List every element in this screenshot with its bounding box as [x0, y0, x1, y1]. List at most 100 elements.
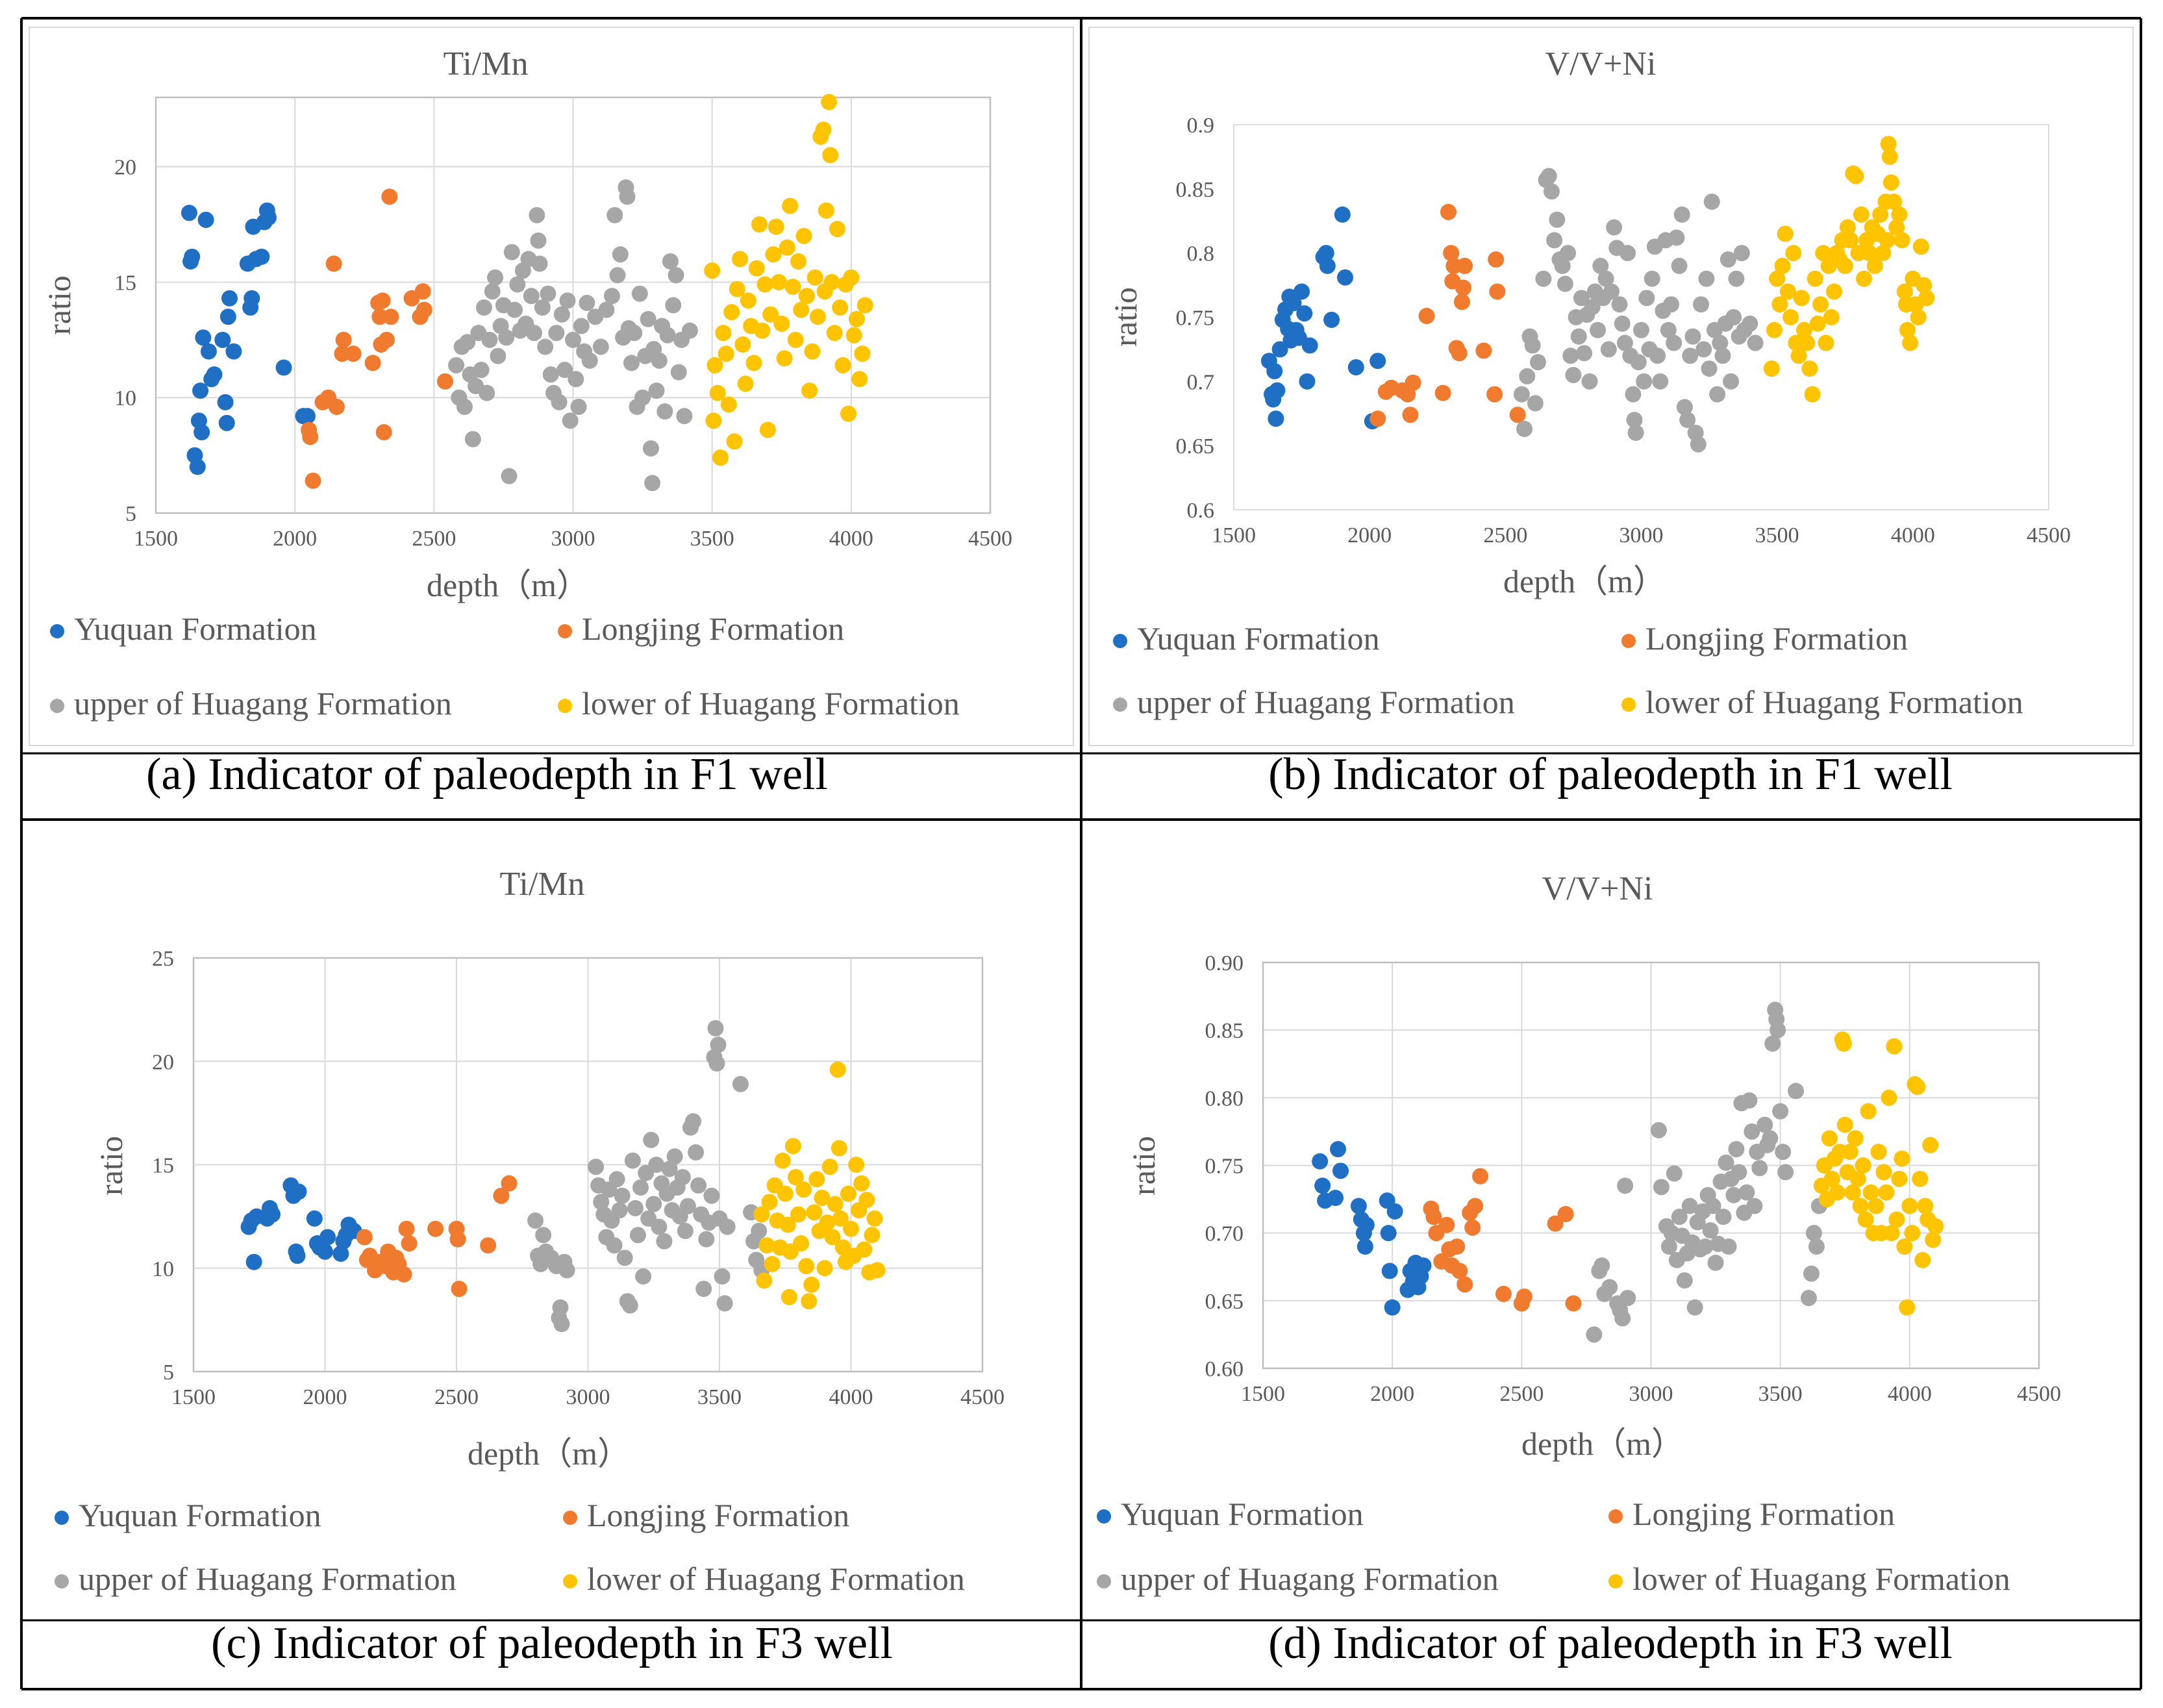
legend-marker — [1608, 1509, 1623, 1524]
data-point — [529, 207, 545, 223]
data-point — [784, 279, 801, 295]
data-point — [1804, 386, 1821, 403]
plot-area — [155, 96, 992, 514]
series-yuquan-formation — [240, 1177, 362, 1270]
data-point — [695, 1281, 712, 1298]
data-point — [1714, 347, 1731, 364]
data-point — [552, 1299, 569, 1316]
series-yuquan-formation — [181, 202, 316, 475]
x-tick-label: 1500 — [171, 1385, 216, 1409]
data-point — [829, 1061, 846, 1078]
y-axis-label: ratio — [41, 275, 77, 335]
data-point — [487, 269, 504, 286]
data-point — [1738, 1184, 1755, 1201]
x-tick-label: 2000 — [1347, 523, 1392, 547]
data-point — [534, 299, 551, 316]
data-point — [1451, 345, 1468, 362]
data-point — [688, 1144, 705, 1161]
data-point — [1584, 299, 1601, 316]
data-point — [1652, 373, 1669, 390]
legend-marker — [1097, 1509, 1111, 1524]
data-point — [464, 431, 481, 447]
data-point — [679, 1198, 696, 1214]
data-point — [1868, 1198, 1884, 1214]
data-point — [1866, 257, 1883, 274]
data-point — [588, 1159, 605, 1175]
y-tick-label: 0.6 — [1187, 499, 1215, 523]
data-point — [779, 1216, 796, 1233]
data-point — [1922, 1137, 1939, 1153]
data-point — [1546, 232, 1563, 249]
data-point — [484, 283, 501, 300]
data-point — [1899, 1299, 1916, 1316]
data-point — [573, 318, 590, 334]
data-point — [1881, 1089, 1897, 1106]
data-point — [1723, 373, 1740, 390]
data-point — [1489, 283, 1506, 300]
data-point — [1785, 245, 1802, 262]
data-point — [609, 267, 626, 284]
data-point — [1826, 283, 1843, 300]
series-upper-of-huagang-formation — [1513, 168, 1764, 453]
data-point — [1671, 257, 1688, 274]
data-point — [1323, 311, 1340, 328]
data-point — [1709, 386, 1726, 403]
data-point — [1918, 290, 1935, 307]
legend-label: Yuquan Formation — [79, 1497, 321, 1533]
data-point — [798, 1258, 815, 1275]
data-point — [858, 1192, 875, 1209]
x-axis-label: depth（m） — [468, 1435, 630, 1472]
x-tick-label: 3500 — [690, 527, 734, 551]
data-point — [325, 255, 342, 272]
data-point — [334, 345, 351, 362]
data-point — [821, 94, 838, 110]
data-point — [1369, 353, 1386, 370]
data-point — [1369, 410, 1386, 427]
data-point — [795, 227, 812, 244]
data-point — [1697, 1238, 1714, 1255]
data-point — [1901, 1198, 1918, 1214]
data-point — [770, 273, 787, 290]
data-point — [475, 299, 492, 316]
data-point — [456, 398, 473, 415]
data-point — [629, 1227, 646, 1244]
data-point — [690, 1177, 707, 1194]
data-point — [1603, 283, 1619, 300]
data-point — [1581, 373, 1598, 390]
series-lower-of-huagang-formation — [704, 94, 873, 466]
legend-label: lower of Huagang Formation — [1645, 684, 2023, 720]
data-point — [734, 336, 751, 353]
data-point — [631, 285, 648, 302]
data-point — [732, 1075, 749, 1092]
data-point — [677, 1222, 694, 1239]
data-point — [1800, 1290, 1817, 1307]
data-point — [623, 355, 640, 371]
data-point — [1384, 1299, 1401, 1316]
series-upper-of-huagang-formation — [448, 179, 698, 492]
data-point — [856, 1241, 873, 1258]
data-point — [1882, 174, 1899, 191]
data-point — [371, 308, 388, 325]
data-point — [720, 396, 737, 413]
data-point — [790, 1206, 806, 1223]
data-point — [1332, 1162, 1349, 1179]
data-point — [1488, 251, 1505, 268]
data-point — [1927, 1218, 1944, 1235]
data-point — [317, 1243, 333, 1260]
data-point — [305, 472, 321, 489]
data-point — [1799, 334, 1816, 351]
data-point — [1663, 296, 1680, 313]
x-tick-label: 3500 — [1758, 1382, 1803, 1406]
data-point — [244, 290, 260, 307]
data-point — [1793, 290, 1810, 307]
legend-marker — [1621, 697, 1636, 712]
data-point — [1796, 321, 1812, 338]
data-point — [640, 310, 656, 327]
data-point — [1676, 399, 1693, 416]
data-point — [1418, 308, 1435, 325]
y-tick-label: 0.75 — [1176, 307, 1215, 331]
data-point — [1405, 374, 1421, 391]
y-tick-label: 0.65 — [1205, 1290, 1244, 1314]
figure-grid — [20, 17, 2142, 1690]
data-point — [225, 343, 242, 360]
